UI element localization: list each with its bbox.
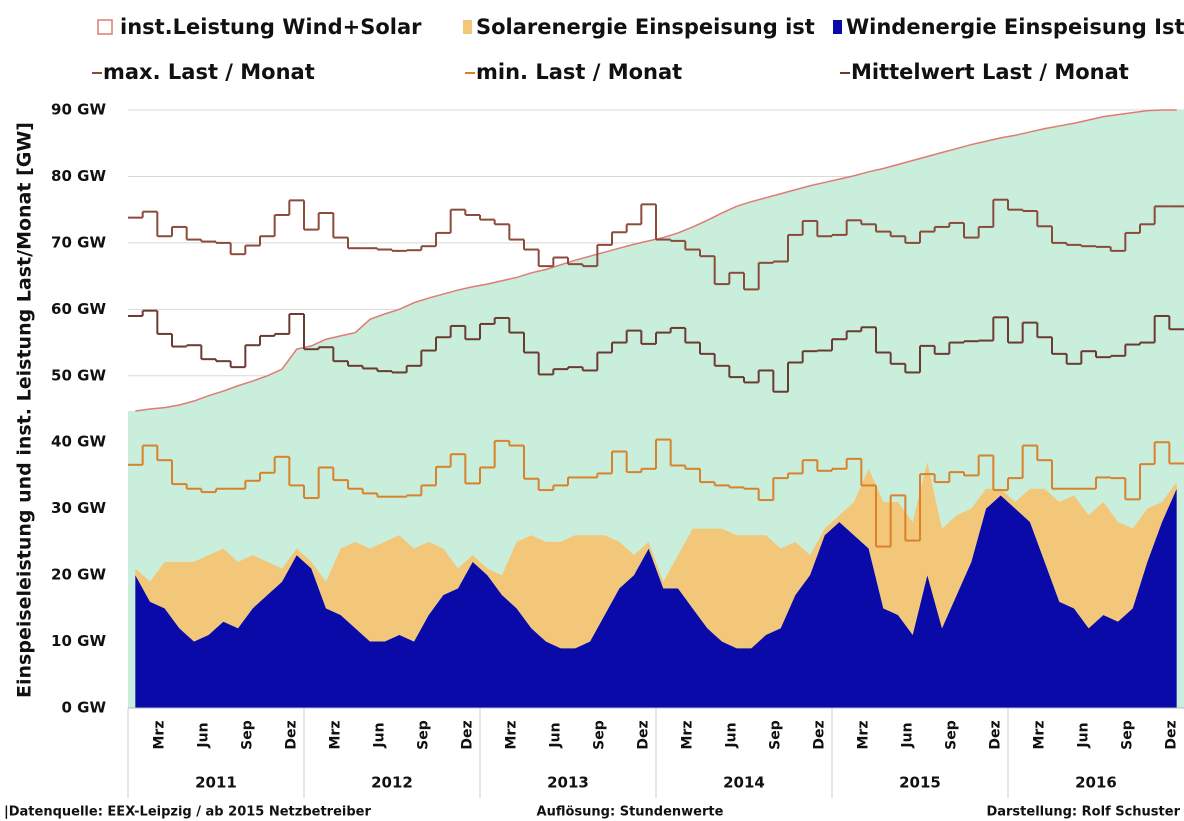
year-label: 2011: [195, 774, 237, 792]
footer-author: Darstellung: Rolf Schuster: [986, 805, 1180, 820]
x-tick-label: Mrz: [679, 721, 695, 750]
x-tick-label: Mrz: [855, 721, 871, 750]
legend-marker: [97, 19, 113, 35]
x-tick-label: Jun: [899, 722, 915, 748]
x-tick-label: Sep: [767, 720, 783, 750]
x-tick-label: Mrz: [151, 721, 167, 750]
x-tick-label: Jun: [723, 722, 739, 748]
x-tick-label: Sep: [943, 720, 959, 750]
y-tick-label: 30 GW: [51, 499, 106, 517]
legend-label: Solarenergie Einspeisung ist: [476, 15, 815, 39]
legend-label: min. Last / Monat: [476, 60, 682, 84]
x-tick-label: Jun: [195, 722, 211, 748]
x-tick-label: Sep: [239, 720, 255, 750]
x-tick-label: Mrz: [503, 721, 519, 750]
x-tick-label: Jun: [547, 722, 563, 748]
y-tick-label: 80 GW: [51, 167, 106, 185]
x-tick-label: Jun: [371, 722, 387, 748]
legend-label: inst.Leistung Wind+Solar: [120, 15, 422, 39]
legend-label: Windenergie Einspeisung Ist: [846, 15, 1184, 39]
x-tick-label: Dez: [459, 720, 475, 749]
year-label: 2014: [723, 774, 765, 792]
x-tick-label: Sep: [1119, 720, 1135, 750]
x-tick-label: Dez: [987, 720, 1003, 749]
x-tick-label: Mrz: [1031, 721, 1047, 750]
x-tick-label: Dez: [635, 720, 651, 749]
feed-in-area: [135, 462, 1177, 649]
year-label: 2012: [371, 774, 413, 792]
y-tick-label: 90 GW: [51, 101, 106, 119]
y-tick-label: 70 GW: [51, 233, 106, 251]
x-tick-label: Dez: [283, 720, 299, 749]
year-label: 2016: [1075, 774, 1117, 792]
y-tick-label: 40 GW: [51, 433, 106, 451]
x-tick-label: Mrz: [327, 721, 343, 750]
plot-layer: [128, 109, 1184, 708]
y-tick-label: 10 GW: [51, 632, 106, 650]
legend-label: max. Last / Monat: [103, 60, 315, 84]
x-tick-label: Jun: [1075, 722, 1091, 748]
footer-resolution: Auflösung: Stundenwerte: [537, 805, 724, 820]
feed-in-area: [135, 488, 1177, 708]
y-tick-label: 50 GW: [51, 366, 106, 384]
legend-label: Mittelwert Last / Monat: [851, 60, 1129, 84]
y-axis-label: Einspeiseleistung und inst. Leistung Las…: [14, 122, 36, 698]
x-tick-label: Dez: [811, 720, 827, 749]
y-tick-label: 20 GW: [51, 566, 106, 584]
legend-marker: [463, 20, 472, 34]
x-tick-label: Sep: [591, 720, 607, 750]
y-tick-label: 60 GW: [51, 300, 106, 318]
year-label: 2015: [899, 774, 941, 792]
legend-marker: [833, 20, 842, 34]
y-tick-label: 0 GW: [61, 699, 106, 717]
x-tick-label: Sep: [415, 720, 431, 750]
x-tick-label: Dez: [1163, 720, 1179, 749]
year-label: 2013: [547, 774, 589, 792]
footer-source: |Datenquelle: EEX-Leipzig / ab 2015 Netz…: [4, 805, 371, 820]
